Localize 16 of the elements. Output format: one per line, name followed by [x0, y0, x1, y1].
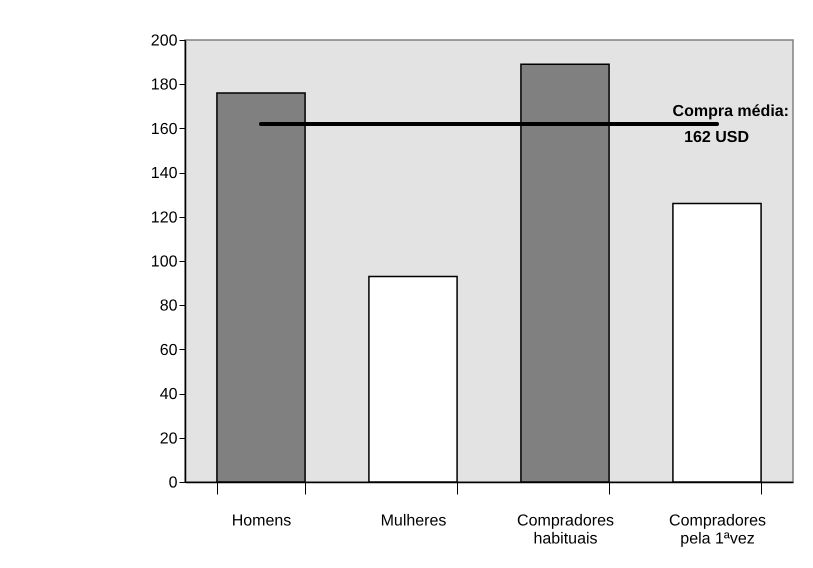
y-tick-label: 200 — [150, 32, 178, 50]
x-tick-label: Homens — [232, 512, 292, 530]
x-tick-label: Compradores habituais — [517, 512, 614, 548]
y-tick-label: 140 — [150, 165, 178, 182]
y-tick-label: 100 — [150, 254, 178, 270]
y-tick-label: 180 — [150, 76, 178, 94]
x-tick-label: Mulheres — [380, 512, 446, 530]
y-tick-label: 120 — [150, 209, 178, 226]
y-tick-label: 0 — [168, 474, 178, 492]
x-tick-label: Compradores pela 1ªvez — [669, 512, 766, 548]
y-tick-label: 60 — [160, 342, 178, 359]
y-tick-label: 160 — [150, 120, 178, 138]
y-tick-label: 20 — [160, 430, 178, 448]
y-tick-label: 40 — [160, 386, 178, 404]
ref-line-label: Compra média: 162 USD — [672, 102, 789, 146]
y-tick-label: 80 — [160, 298, 178, 315]
